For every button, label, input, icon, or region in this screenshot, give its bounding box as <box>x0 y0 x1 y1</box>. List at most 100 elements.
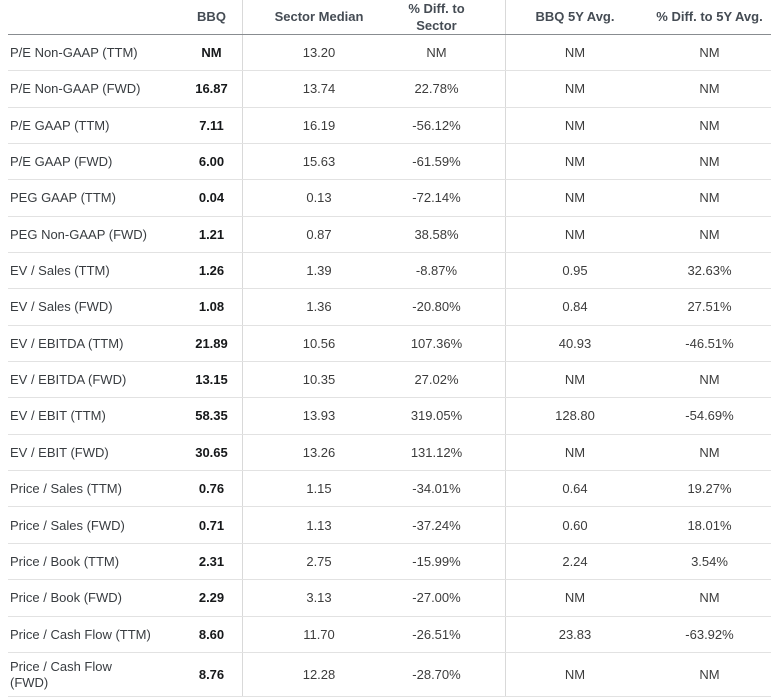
table-row: EV / Sales (FWD) 1.08 1.36 -20.80% 0.84 … <box>0 289 779 327</box>
metric-label: Price / Book (FWD) <box>10 590 122 606</box>
bbq-value: 1.21 <box>198 226 225 242</box>
bbq-value: 8.60 <box>198 626 225 642</box>
bbq-value: 0.76 <box>198 481 225 497</box>
bbq-5y-avg-value: NM <box>564 444 586 460</box>
bbq-5y-avg-value: NM <box>564 590 586 606</box>
bbq-value: NM <box>201 45 222 61</box>
diff-sector-value: -34.01% <box>412 481 461 497</box>
metric-label: EV / EBIT (FWD) <box>10 444 109 460</box>
bbq-value: 21.89 <box>195 335 228 351</box>
metric-label: Price / Sales (FWD) <box>10 517 125 533</box>
bbq-5y-avg-value: NM <box>564 81 586 97</box>
metric-label: Price / Book (TTM) <box>10 553 120 569</box>
bbq-value: 7.11 <box>199 117 224 133</box>
table-row: P/E GAAP (TTM) 7.11 16.19 -56.12% NM NM <box>0 108 779 145</box>
bbq-5y-avg-value: NM <box>564 666 586 682</box>
table-row: EV / Sales (TTM) 1.26 1.39 -8.87% 0.95 3… <box>0 253 779 290</box>
bbq-5y-avg-value: 0.60 <box>562 517 588 533</box>
diff-sector-value: -61.59% <box>412 154 461 170</box>
metric-label: Price / Cash Flow (FWD) <box>10 658 112 690</box>
sector-median-value: 0.87 <box>306 226 332 242</box>
metric-label: PEG Non-GAAP (FWD) <box>10 226 148 242</box>
table-row: P/E Non-GAAP (TTM) NM 13.20 NM NM NM <box>0 35 779 72</box>
metric-label: EV / EBIT (TTM) <box>10 408 106 424</box>
sector-median-value: 13.26 <box>302 444 336 460</box>
diff-5y-avg-value: NM <box>699 666 720 682</box>
table-row: Price / Book (FWD) 2.29 3.13 -27.00% NM … <box>0 580 779 617</box>
bbq-value: 2.29 <box>198 590 225 606</box>
table-row: P/E GAAP (FWD) 6.00 15.63 -61.59% NM NM <box>0 144 779 181</box>
metric-label: P/E GAAP (TTM) <box>10 117 110 133</box>
table-body: P/E Non-GAAP (TTM) NM 13.20 NM NM NM P/E… <box>0 35 779 697</box>
diff-sector-value: 319.05% <box>410 408 463 424</box>
bbq-5y-avg-value: 128.80 <box>555 408 595 424</box>
bbq-5y-avg-value: 2.24 <box>562 553 588 569</box>
metric-label: EV / EBITDA (FWD) <box>10 372 127 388</box>
bbq-5y-avg-value: NM <box>564 154 586 170</box>
table-row: PEG GAAP (TTM) 0.04 0.13 -72.14% NM NM <box>0 180 779 218</box>
bbq-value: 6.00 <box>198 154 225 170</box>
sector-median-value: 1.15 <box>306 481 332 497</box>
table-row: EV / EBIT (FWD) 30.65 13.26 131.12% NM N… <box>0 435 779 472</box>
header-bbq: BBQ <box>197 9 226 25</box>
metric-label: P/E GAAP (FWD) <box>10 154 113 170</box>
diff-sector-value: -26.51% <box>412 626 461 642</box>
bbq-5y-avg-value: 0.95 <box>562 263 588 279</box>
diff-5y-avg-value: NM <box>699 226 720 242</box>
diff-5y-avg-value: NM <box>699 372 720 388</box>
bbq-5y-avg-value: NM <box>564 226 586 242</box>
diff-5y-avg-value: -63.92% <box>685 626 734 642</box>
table-row: Price / Cash Flow (FWD) 8.76 12.28 -28.7… <box>0 653 779 697</box>
metric-label: Price / Cash Flow (TTM) <box>10 626 151 642</box>
bbq-value: 30.65 <box>195 444 228 460</box>
diff-5y-avg-value: NM <box>699 590 720 606</box>
bbq-value: 1.26 <box>198 263 225 279</box>
sector-median-value: 1.36 <box>306 299 332 315</box>
diff-5y-avg-value: 32.63% <box>687 263 732 279</box>
diff-sector-value: 27.02% <box>414 372 459 388</box>
diff-5y-avg-value: -46.51% <box>685 335 734 351</box>
table-row: P/E Non-GAAP (FWD) 16.87 13.74 22.78% NM… <box>0 71 779 109</box>
bbq-5y-avg-value: NM <box>564 190 586 206</box>
header-diff-sector: % Diff. to Sector <box>408 1 465 33</box>
diff-sector-value: 131.12% <box>410 444 463 460</box>
diff-sector-value: -28.70% <box>412 666 461 682</box>
metric-label: P/E Non-GAAP (TTM) <box>10 45 138 61</box>
column-divider <box>505 0 506 697</box>
bbq-value: 0.71 <box>198 517 225 533</box>
metric-label: Price / Sales (TTM) <box>10 481 122 497</box>
metric-label: P/E Non-GAAP (FWD) <box>10 81 141 97</box>
sector-median-value: 11.70 <box>303 626 335 642</box>
diff-5y-avg-value: -54.69% <box>685 408 734 424</box>
sector-median-value: 10.35 <box>302 372 336 388</box>
column-divider <box>242 0 243 697</box>
sector-median-value: 12.28 <box>302 666 336 682</box>
sector-median-value: 15.63 <box>302 154 336 170</box>
diff-sector-value: -56.12% <box>412 117 461 133</box>
diff-5y-avg-value: NM <box>699 117 720 133</box>
diff-sector-value: -20.80% <box>412 299 461 315</box>
diff-5y-avg-value: NM <box>699 444 720 460</box>
bbq-5y-avg-value: NM <box>564 372 586 388</box>
sector-median-value: 0.13 <box>306 190 332 206</box>
diff-sector-value: -27.00% <box>412 590 461 606</box>
table-row: EV / EBIT (TTM) 58.35 13.93 319.05% 128.… <box>0 398 779 436</box>
bbq-5y-avg-value: 0.84 <box>562 299 588 315</box>
metric-label: EV / EBITDA (TTM) <box>10 335 124 351</box>
table-row: Price / Book (TTM) 2.31 2.75 -15.99% 2.2… <box>0 544 779 581</box>
table-row: EV / EBITDA (FWD) 13.15 10.35 27.02% NM … <box>0 362 779 399</box>
metric-label: EV / Sales (FWD) <box>10 299 113 315</box>
header-sector-median: Sector Median <box>274 9 364 25</box>
sector-median-value: 3.13 <box>306 590 332 606</box>
diff-5y-avg-value: NM <box>699 45 720 61</box>
diff-sector-value: -72.14% <box>412 190 461 206</box>
diff-5y-avg-value: 3.54% <box>691 553 728 569</box>
bbq-5y-avg-value: 0.64 <box>562 481 588 497</box>
table-row: Price / Sales (FWD) 0.71 1.13 -37.24% 0.… <box>0 507 779 545</box>
bbq-value: 1.08 <box>198 299 225 315</box>
diff-5y-avg-value: 19.27% <box>687 481 732 497</box>
bbq-value: 16.87 <box>195 81 228 97</box>
sector-median-value: 13.93 <box>302 408 336 424</box>
sector-median-value: 13.74 <box>302 81 336 97</box>
